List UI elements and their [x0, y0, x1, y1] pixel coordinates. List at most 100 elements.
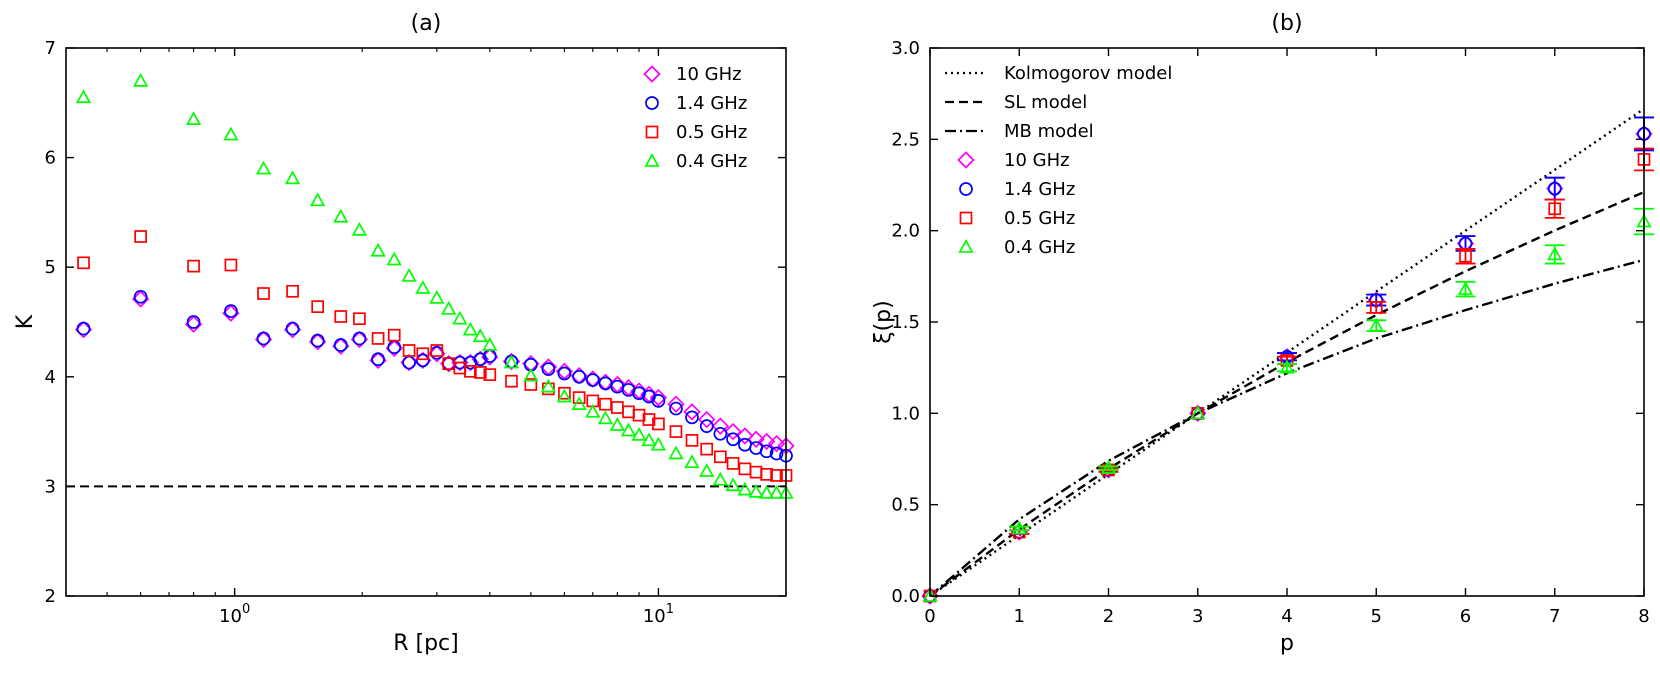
- data-point: [1369, 301, 1383, 314]
- data-point: [224, 258, 238, 272]
- data-point: [632, 408, 646, 422]
- data-point: [650, 436, 667, 451]
- x-tick-label: 100: [219, 602, 250, 627]
- series-diamond: [74, 290, 795, 455]
- data-point: [557, 366, 572, 381]
- legend-marker: [645, 96, 659, 110]
- data-point: [642, 413, 656, 426]
- y-tick-label: 4: [45, 367, 56, 388]
- x-axis-label: p: [1280, 631, 1294, 656]
- data-point: [185, 111, 202, 126]
- data-point: [334, 310, 348, 323]
- data-point: [632, 386, 646, 401]
- data-point: [1457, 281, 1474, 295]
- data-point: [713, 426, 728, 441]
- data-point: [757, 432, 776, 451]
- legend-label: MB model: [1004, 121, 1094, 142]
- data-point: [540, 378, 557, 393]
- y-axis-label: K: [13, 314, 38, 329]
- data-point: [683, 403, 701, 421]
- data-point: [286, 284, 299, 298]
- x-axis-label: R [pc]: [393, 631, 459, 656]
- x-tick-label: 101: [643, 602, 674, 627]
- data-point: [669, 401, 683, 416]
- data-point: [131, 290, 150, 308]
- data-point: [370, 242, 386, 257]
- data-point: [333, 208, 349, 223]
- data-point: [257, 287, 270, 300]
- data-point: [1548, 202, 1562, 216]
- x-tick-label: 5: [1371, 606, 1382, 627]
- data-point: [747, 430, 765, 448]
- model-curve-dashdot: [929, 258, 1645, 597]
- data-point: [572, 369, 586, 384]
- data-point: [749, 465, 763, 479]
- data-point: [725, 477, 741, 492]
- data-point: [631, 426, 647, 441]
- data-point: [726, 457, 740, 470]
- data-point: [599, 397, 612, 411]
- y-tick-label: 0.0: [891, 586, 920, 607]
- y-tick-label: 3.0: [891, 38, 920, 59]
- legend-marker: [959, 182, 973, 196]
- data-point: [430, 344, 444, 357]
- data-point: [1011, 520, 1027, 535]
- data-point: [387, 340, 402, 355]
- y-tick-label: 2.5: [891, 129, 920, 150]
- data-point: [224, 304, 238, 318]
- data-point: [669, 425, 683, 438]
- data-point: [711, 417, 730, 435]
- data-point: [620, 422, 637, 437]
- data-point: [352, 331, 367, 346]
- y-tick-label: 7: [45, 38, 56, 59]
- data-point: [737, 481, 753, 496]
- y-tick-label: 5: [45, 257, 56, 278]
- legend-marker: [645, 125, 659, 139]
- y-tick-label: 3: [45, 476, 56, 497]
- data-point: [134, 230, 147, 243]
- data-point: [611, 401, 624, 414]
- y-tick-label: 1.0: [891, 403, 920, 424]
- series-square: [77, 230, 793, 482]
- plot-frame: [65, 47, 787, 597]
- y-tick-label: 2: [45, 586, 56, 607]
- legend-marker: [643, 65, 661, 83]
- data-point: [1100, 460, 1117, 474]
- data-point: [187, 259, 200, 273]
- data-point: [748, 483, 764, 498]
- data-point: [133, 289, 148, 304]
- data-point: [186, 315, 201, 329]
- data-point: [505, 374, 518, 388]
- x-tick-label: 4: [1281, 606, 1292, 627]
- data-point: [76, 321, 91, 336]
- x-tick-label: 8: [1638, 606, 1649, 627]
- data-point: [767, 434, 786, 453]
- data-point: [622, 405, 635, 419]
- data-point: [401, 268, 417, 282]
- data-point: [351, 221, 368, 236]
- data-point: [464, 364, 477, 378]
- data-point: [649, 388, 668, 407]
- data-point: [311, 300, 325, 314]
- data-point: [668, 445, 684, 460]
- data-point: [700, 442, 714, 456]
- y-tick-label: 0.5: [891, 495, 920, 516]
- legend-label: Kolmogorov model: [1004, 63, 1172, 84]
- data-point: [402, 355, 416, 370]
- legend-marker: [958, 239, 974, 253]
- data-point: [585, 373, 600, 387]
- legend-label: 10 GHz: [1004, 150, 1070, 171]
- data-point: [609, 417, 626, 431]
- chart-title: (b): [1271, 11, 1302, 36]
- data-point: [699, 419, 714, 433]
- data-point: [483, 368, 497, 381]
- data-point: [738, 462, 752, 476]
- legend: Kolmogorov model SL model MB model 10 GHz 1.…: [945, 63, 1172, 258]
- data-point: [415, 280, 431, 294]
- data-point: [556, 388, 573, 403]
- data-point: [310, 333, 325, 348]
- data-point: [473, 366, 487, 379]
- data-point: [698, 410, 716, 429]
- data-point: [1279, 359, 1295, 374]
